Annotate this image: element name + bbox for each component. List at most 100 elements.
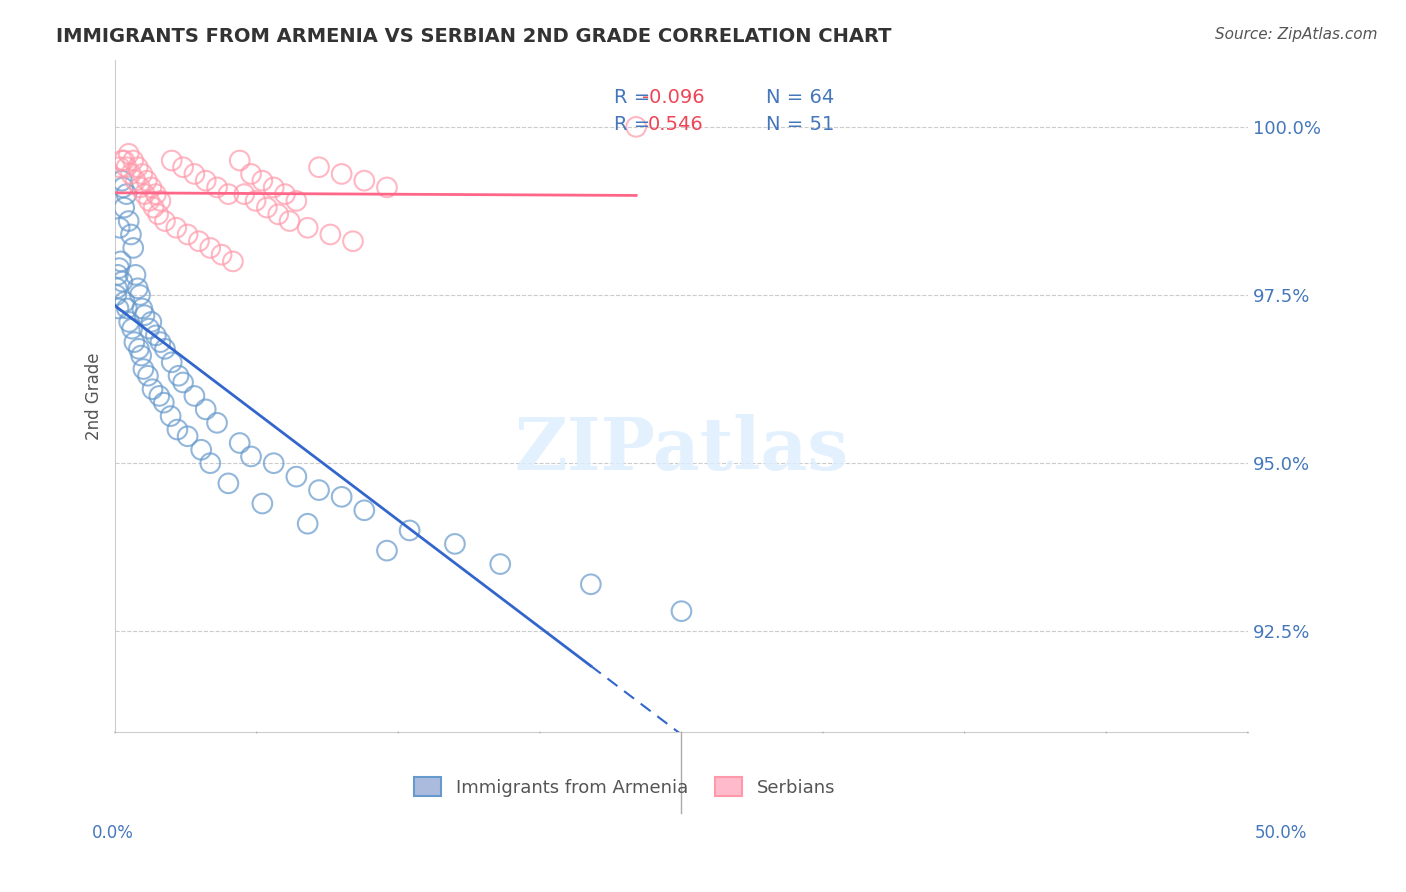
Point [233,187,256,202]
Point [217,187,239,202]
Point [108,220,131,235]
Point [342,234,364,248]
Point [671,604,693,618]
Point [111,174,134,188]
Point [120,227,142,242]
Point [115,160,138,174]
Point [118,146,141,161]
Point [132,362,155,376]
Point [165,220,187,235]
Point [108,261,131,276]
Point [141,315,163,329]
Point [112,180,135,194]
Text: R =: R = [613,88,657,107]
Point [128,342,150,356]
Text: 0.546: 0.546 [648,115,703,134]
Point [205,416,228,430]
Point [172,376,194,390]
Text: R =: R = [613,115,657,134]
Point [110,254,132,268]
Point [167,368,190,383]
Point [240,450,263,464]
Point [297,220,319,235]
Text: ZIPatlas: ZIPatlas [515,414,849,485]
Point [135,174,157,188]
Point [245,194,267,208]
Text: IMMIGRANTS FROM ARMENIA VS SERBIAN 2ND GRADE CORRELATION CHART: IMMIGRANTS FROM ARMENIA VS SERBIAN 2ND G… [56,27,891,45]
Point [308,160,330,174]
Point [153,395,176,409]
Point [146,207,169,221]
Point [122,153,145,168]
Point [160,355,183,369]
Point [148,389,170,403]
Point [129,349,152,363]
Point [285,469,308,483]
Point [136,368,159,383]
Text: 0.0%: 0.0% [91,824,134,842]
Point [217,476,239,491]
Point [319,227,342,242]
Point [228,153,250,168]
Point [375,180,398,194]
Text: N = 51: N = 51 [766,115,835,134]
Point [129,180,152,194]
Point [278,214,301,228]
Point [124,174,146,188]
Point [579,577,602,591]
Point [444,537,467,551]
Point [176,429,198,443]
Point [267,207,290,221]
Point [159,409,181,423]
Point [240,167,263,181]
Point [252,174,274,188]
Point [112,201,135,215]
Point [190,442,212,457]
Point [194,174,217,188]
Text: 50.0%: 50.0% [1256,824,1308,842]
Point [121,321,143,335]
Point [111,275,134,289]
Point [111,153,134,168]
Point [194,402,217,417]
Point [274,187,297,202]
Point [211,248,233,262]
Point [375,543,398,558]
Point [200,456,222,470]
Point [228,436,250,450]
Point [166,423,188,437]
Point [297,516,319,531]
Point [330,490,353,504]
Point [142,201,165,215]
Point [138,194,160,208]
Point [105,281,128,295]
Point [252,497,274,511]
Point [112,153,135,168]
Point [127,160,149,174]
Point [200,241,222,255]
Point [353,174,375,188]
Point [129,288,152,302]
Point [141,382,163,396]
Point [124,268,146,282]
Point [308,483,330,497]
Point [145,187,167,202]
Legend: Immigrants from Armenia, Serbians: Immigrants from Armenia, Serbians [408,770,842,804]
Point [263,456,285,470]
Point [263,180,285,194]
Point [285,194,308,208]
Point [153,342,176,356]
Point [176,227,198,242]
Point [160,153,183,168]
Text: N = 64: N = 64 [766,88,835,107]
Point [149,194,172,208]
Point [127,281,149,295]
Point [118,214,141,228]
Point [115,187,138,202]
Point [107,268,129,282]
Point [187,234,209,248]
Point [149,335,172,350]
Point [330,167,353,181]
Point [398,524,420,538]
Point [222,254,245,268]
